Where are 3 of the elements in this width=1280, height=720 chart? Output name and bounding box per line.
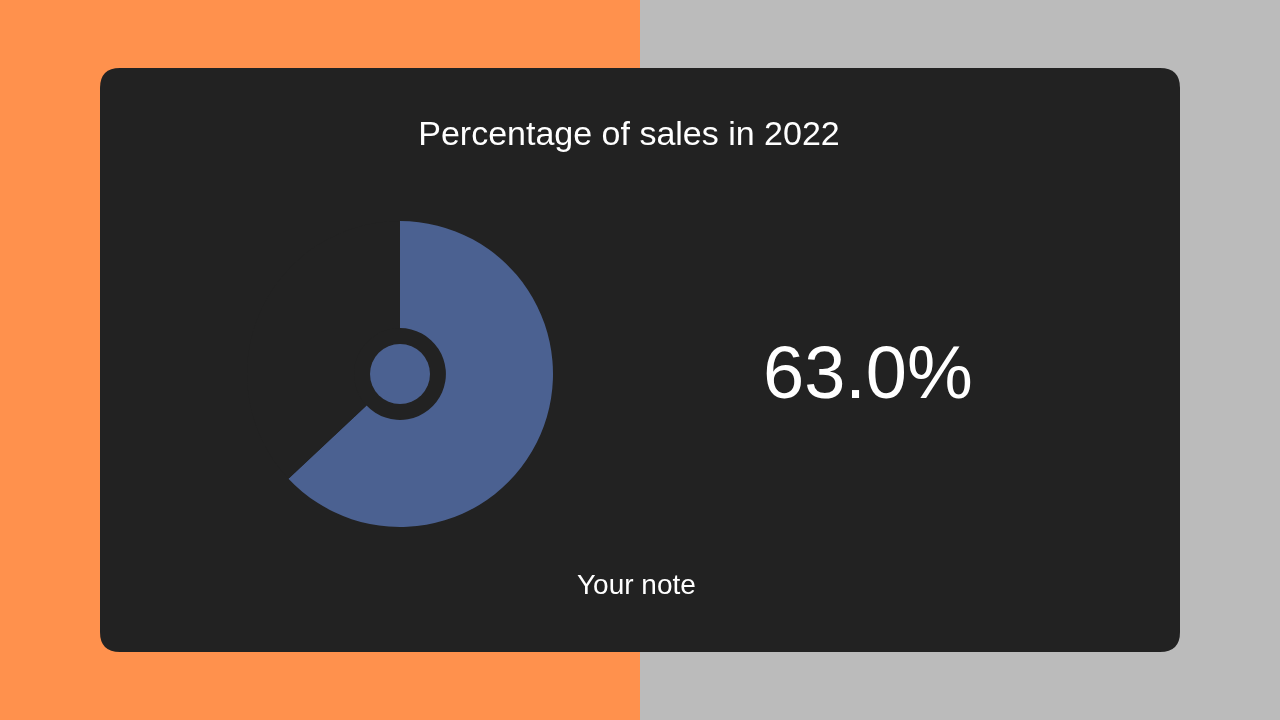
text: Your note [577,569,696,600]
text: Percentage of sales in 2022 [418,113,840,152]
text: 63.0% [763,331,973,414]
